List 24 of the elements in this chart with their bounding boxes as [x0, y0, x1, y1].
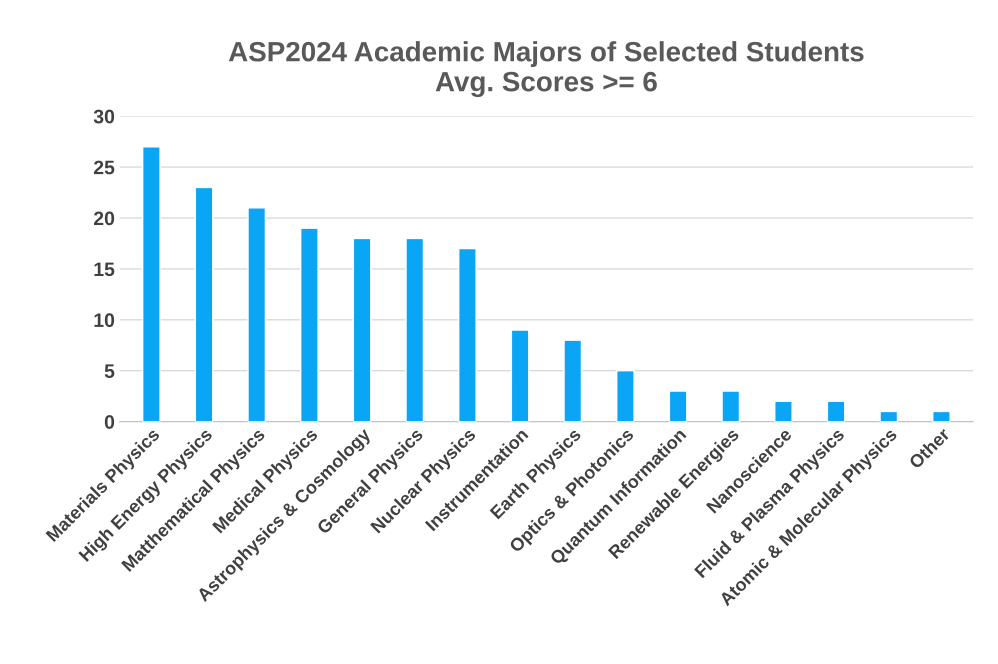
bar [721, 390, 740, 422]
y-tick-label: 30 [94, 110, 114, 124]
bar [300, 228, 319, 422]
y-tick-label: 10 [94, 313, 114, 328]
bar [668, 390, 688, 422]
y-tick-label: 15 [94, 262, 114, 276]
bar [458, 248, 477, 422]
bar [405, 238, 424, 422]
bar [352, 238, 372, 422]
bar [194, 186, 214, 422]
bar [510, 329, 530, 422]
y-tick-label: 5 [104, 364, 114, 378]
bar [563, 339, 582, 422]
y-tick-label: 20 [94, 211, 114, 226]
bar [826, 400, 846, 422]
bar [932, 410, 951, 422]
bar [879, 410, 898, 422]
bar [142, 146, 161, 422]
y-tick-label: 25 [94, 160, 114, 174]
bar [616, 370, 635, 422]
y-tick-label: 0 [104, 415, 114, 429]
chart-title: ASP2024 Academic Majors of Selected Students Avg. Scores >= 6 [228, 41, 864, 98]
bar [774, 400, 793, 422]
bar [247, 207, 266, 422]
